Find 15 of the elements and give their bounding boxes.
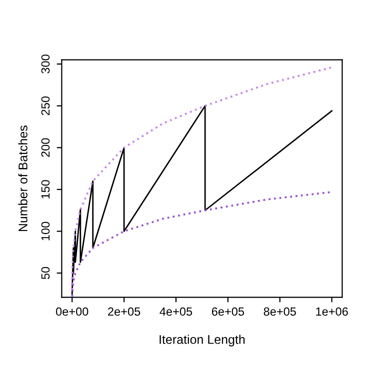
x-tick-label: 6e+05	[212, 307, 244, 316]
x-tick-label: 1e+06	[316, 307, 348, 316]
y-tick-label: 50	[41, 266, 50, 280]
x-axis-title: Iteration Length	[160, 334, 245, 346]
x-tick-label: 4e+05	[160, 307, 192, 316]
y-tick-label: 200	[41, 138, 50, 157]
y-tick-label: 250	[41, 96, 50, 116]
y-axis-title: Number of Batches	[18, 126, 28, 232]
y-tick-label: 150	[41, 180, 50, 198]
x-tick-label: 8e+05	[264, 307, 296, 316]
y-tick-label: 300	[41, 54, 50, 74]
x-tick-label: 2e+05	[108, 307, 140, 316]
x-tick-label: 0e+00	[56, 307, 88, 316]
y-tick-label: 100	[41, 222, 50, 240]
line-series	[71, 66, 333, 291]
